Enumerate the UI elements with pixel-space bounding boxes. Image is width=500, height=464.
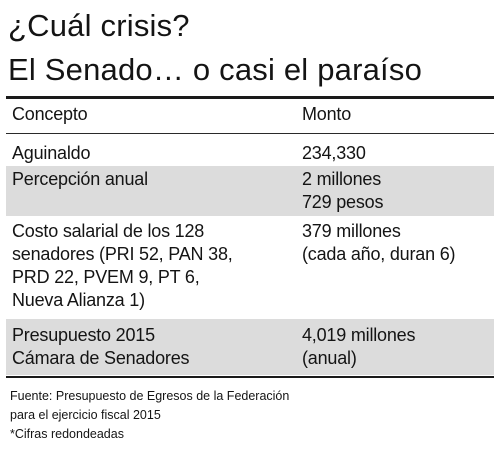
table-row: Aguinaldo 234,330 [6, 140, 494, 166]
top-rule [6, 96, 494, 99]
header-concepto: Concepto [12, 104, 88, 124]
row-concept-line-4: Nueva Alianza 1) [12, 290, 145, 310]
header-divider [6, 133, 494, 134]
table-row: Percepción anual 2 millones 729 pesos [6, 166, 494, 216]
header-monto: Monto [302, 104, 352, 124]
row-amount: 234,330 [302, 143, 366, 163]
source-line-2: para el ejercicio fiscal 2015 [10, 408, 161, 422]
row-amount: 4,019 millones [302, 325, 416, 345]
bottom-rule [6, 376, 494, 378]
row-amount-line-2: (cada año, duran 6) [302, 244, 456, 264]
source-line-1: Fuente: Presupuesto de Egresos de la Fed… [10, 389, 290, 403]
table-header: Concepto Monto [6, 100, 494, 130]
row-concept-line-3: PRD 22, PVEM 9, PT 6, [12, 267, 200, 287]
table-row: Costo salarial de los 128 senadores (PRI… [6, 218, 494, 318]
row-concept: Presupuesto 2015 [12, 325, 155, 345]
row-concept: Aguinaldo [12, 143, 91, 163]
title-line-1: ¿Cuál crisis? [8, 8, 190, 43]
row-amount: 379 millones [302, 221, 401, 241]
row-amount-line-2: (anual) [302, 348, 357, 368]
row-concept: Percepción anual [12, 169, 148, 189]
row-amount-line-2: 729 pesos [302, 192, 384, 212]
table-row: Presupuesto 2015 Cámara de Senadores 4,0… [6, 319, 494, 375]
row-concept-line-2: senadores (PRI 52, PAN 38, [12, 244, 233, 264]
row-concept: Costo salarial de los 128 [12, 221, 205, 241]
title-line-2: El Senado… o casi el paraíso [8, 52, 423, 87]
footnote-rounded: *Cifras redondeadas [10, 427, 124, 441]
row-concept-line-2: Cámara de Senadores [12, 348, 190, 368]
row-amount: 2 millones [302, 169, 382, 189]
